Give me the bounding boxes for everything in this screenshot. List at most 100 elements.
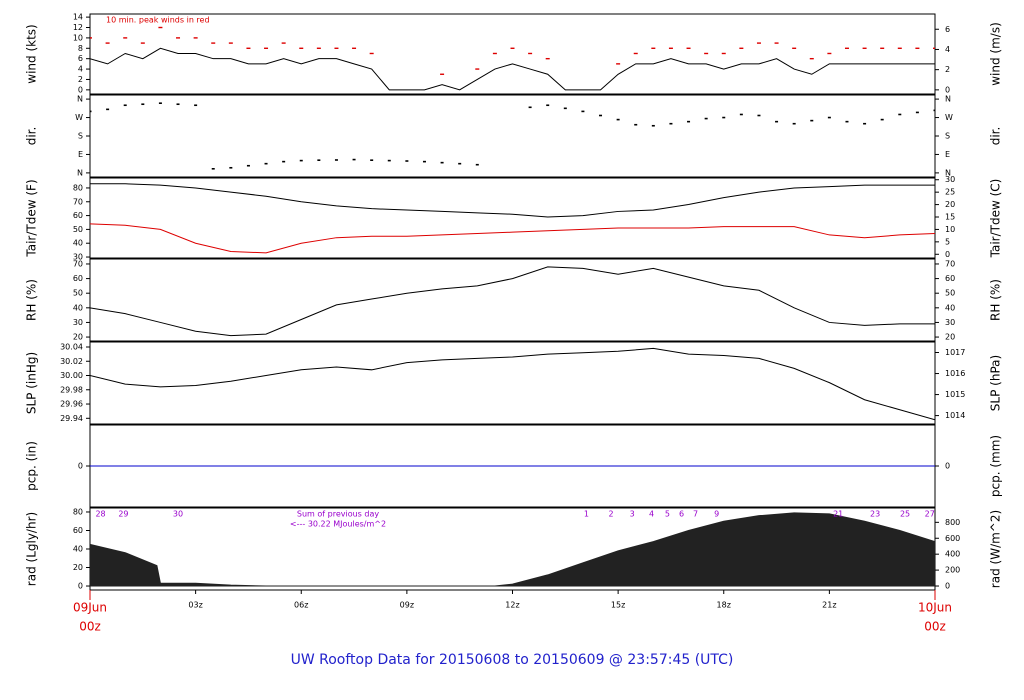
peak-mark <box>915 47 920 49</box>
y2-tick-label: 50 <box>945 289 955 298</box>
y2-tick-label: 6 <box>945 25 950 34</box>
y2-tick-label: N <box>945 95 951 104</box>
point <box>176 103 180 106</box>
peak-mark <box>158 26 163 29</box>
sun-marker: 7 <box>693 510 698 519</box>
peak-mark <box>334 47 339 49</box>
y-tick-label: 50 <box>73 289 83 298</box>
sun-marker: 1 <box>584 510 589 519</box>
peak-mark <box>528 52 533 55</box>
peak-mark <box>140 42 145 44</box>
y-tick-label: 30.04 <box>60 342 83 351</box>
point <box>880 118 884 121</box>
y2-tick-label: 20 <box>945 333 955 342</box>
peak-mark <box>739 47 744 49</box>
peak-mark <box>510 47 515 49</box>
y-tick-label: 10 <box>73 33 83 42</box>
peak-mark <box>844 47 849 49</box>
y-tick-label: N <box>77 95 83 104</box>
y-axis-title: pcp. (in) <box>25 441 39 491</box>
y2-tick-label: 0 <box>945 85 950 94</box>
point <box>158 102 162 104</box>
y-tick-label: 0 <box>78 85 83 94</box>
y-tick-label: 6 <box>78 54 83 63</box>
point <box>757 114 761 117</box>
point <box>775 120 779 123</box>
series-line <box>90 183 935 218</box>
y-tick-label: 40 <box>73 545 83 554</box>
point <box>458 162 462 165</box>
peak-mark <box>440 73 445 75</box>
point <box>915 111 919 114</box>
y-tick-label: 14 <box>73 13 83 22</box>
y2-tick-label: 1015 <box>945 390 965 399</box>
peak-mark <box>281 42 286 44</box>
peak-mark <box>369 52 374 55</box>
peak-mark <box>545 57 550 60</box>
peak-mark <box>228 42 233 44</box>
point <box>123 104 127 107</box>
x-tick-label: 12z <box>505 601 519 610</box>
y2-tick-label: 5 <box>945 237 950 246</box>
y-tick-label: 29.94 <box>60 414 83 423</box>
point <box>370 159 374 161</box>
y2-axis-title: wind (m/s) <box>989 22 1003 86</box>
point <box>246 164 250 167</box>
x-tick-label: 09z <box>400 601 414 610</box>
y-tick-label: S <box>78 132 83 141</box>
plot <box>90 183 935 254</box>
y2-tick-label: 0 <box>945 582 950 591</box>
peak-mark <box>246 47 251 49</box>
y-axis-title: rad (Lgly/hr) <box>25 512 39 586</box>
point <box>704 117 708 120</box>
y2-tick-label: 20 <box>945 200 955 209</box>
point <box>933 109 935 112</box>
y2-tick-label: 800 <box>945 518 960 527</box>
y2-tick-label: 200 <box>945 566 960 575</box>
y-tick-label: 8 <box>78 44 83 53</box>
sun-marker: 21 <box>833 510 843 519</box>
chart-title: UW Rooftop Data for 20150608 to 20150609… <box>291 652 734 668</box>
peak-mark <box>352 47 357 49</box>
peak-mark <box>792 47 797 49</box>
y2-tick-label: N <box>945 168 951 177</box>
y2-axis-title: RH (%) <box>989 279 1003 321</box>
peak-mark <box>686 47 691 49</box>
y-tick-label: 80 <box>73 183 83 192</box>
y-tick-label: 30.02 <box>60 357 83 366</box>
peak-mark <box>880 47 885 49</box>
y-tick-label: 0 <box>78 462 83 471</box>
peak-mark <box>756 42 761 44</box>
panel-frame <box>89 13 936 95</box>
y2-tick-label: 1017 <box>945 348 965 357</box>
point <box>299 159 303 162</box>
sun-marker: 2 <box>609 510 614 519</box>
point <box>563 107 567 110</box>
x-tick-label: 10Jun <box>918 601 952 615</box>
y2-tick-label: 30 <box>945 318 955 327</box>
point <box>211 168 215 170</box>
point <box>90 110 92 113</box>
point <box>616 118 620 121</box>
peak-mark <box>105 42 110 44</box>
y2-axis-title: Tair/Tdew (C) <box>989 179 1003 259</box>
y2-tick-label: 2 <box>945 65 950 74</box>
y-tick-label: 30 <box>73 318 83 327</box>
sun-marker: 30 <box>173 510 183 519</box>
peak-mark <box>668 47 673 49</box>
annotation: 10 min. peak winds in red <box>106 16 210 25</box>
point <box>651 124 655 127</box>
y2-axis-title: dir. <box>989 127 1003 146</box>
y-tick-label: 4 <box>78 65 83 74</box>
point <box>405 160 409 162</box>
y-axis-title: dir. <box>25 127 39 146</box>
sun-marker: 4 <box>649 510 654 519</box>
peak-mark <box>264 47 269 49</box>
y-tick-label: 20 <box>73 563 83 572</box>
y2-tick-label: 1016 <box>945 369 965 378</box>
y2-tick-label: W <box>945 113 953 122</box>
point <box>581 110 585 113</box>
sun-marker: 9 <box>714 510 719 519</box>
point <box>194 104 198 107</box>
point <box>687 120 691 123</box>
